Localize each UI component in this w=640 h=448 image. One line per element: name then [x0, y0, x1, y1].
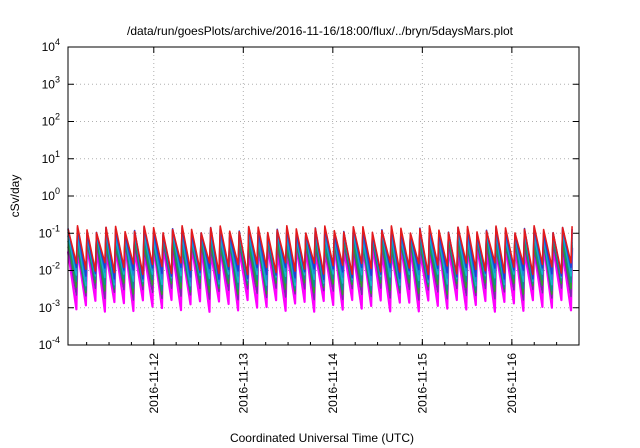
y-tick-base: 10 — [42, 77, 56, 91]
x-tick-label: 2016-11-14 — [326, 353, 340, 414]
y-tick-base: 10 — [42, 115, 56, 129]
chart-title: /data/run/goesPlots/archive/2016-11-16/1… — [127, 24, 514, 38]
y-tick-exponent: 3 — [55, 74, 60, 84]
y-tick-exponent: -4 — [52, 335, 60, 345]
x-axis-label: Coordinated Universal Time (UTC) — [230, 431, 414, 445]
y-tick-label: 104 — [42, 37, 60, 54]
y-tick-base: 10 — [39, 226, 53, 240]
y-tick-base: 10 — [39, 301, 53, 315]
y-tick-base: 10 — [42, 40, 56, 54]
y-tick-exponent: 2 — [55, 112, 60, 122]
x-tick-label: 2016-11-16 — [505, 353, 519, 414]
y-tick-base: 10 — [39, 338, 53, 352]
y-axis-label: cSv/day — [8, 175, 22, 218]
series-line — [67, 225, 573, 276]
y-tick-label: 10-2 — [39, 261, 60, 278]
y-tick-exponent: 1 — [55, 149, 60, 159]
y-tick-label: 103 — [42, 74, 60, 91]
y-tick-exponent: -1 — [52, 223, 60, 233]
y-tick-label: 10-4 — [39, 335, 60, 352]
y-tick-base: 10 — [42, 152, 56, 166]
y-tick-label: 10-3 — [39, 298, 60, 315]
x-tick-label: 2016-11-13 — [236, 353, 250, 414]
y-tick-label: 10-1 — [39, 223, 60, 240]
y-tick-base: 10 — [42, 189, 56, 203]
y-tick-exponent: -3 — [52, 298, 60, 308]
y-tick-exponent: 4 — [55, 37, 60, 47]
y-tick-exponent: 0 — [55, 186, 60, 196]
x-tick-label: 2016-11-12 — [147, 353, 161, 414]
y-tick-base: 10 — [39, 264, 53, 278]
y-tick-label: 101 — [42, 149, 60, 166]
x-tick-label: 2016-11-15 — [415, 353, 429, 414]
plot-area — [66, 225, 574, 313]
y-tick-label: 102 — [42, 112, 60, 129]
x-axis: 2016-11-12 2016-11-13 2016-11-14 2016-11-15… — [86, 47, 580, 414]
y-tick-exponent: -2 — [52, 261, 60, 271]
y-tick-label: 100 — [42, 186, 60, 203]
